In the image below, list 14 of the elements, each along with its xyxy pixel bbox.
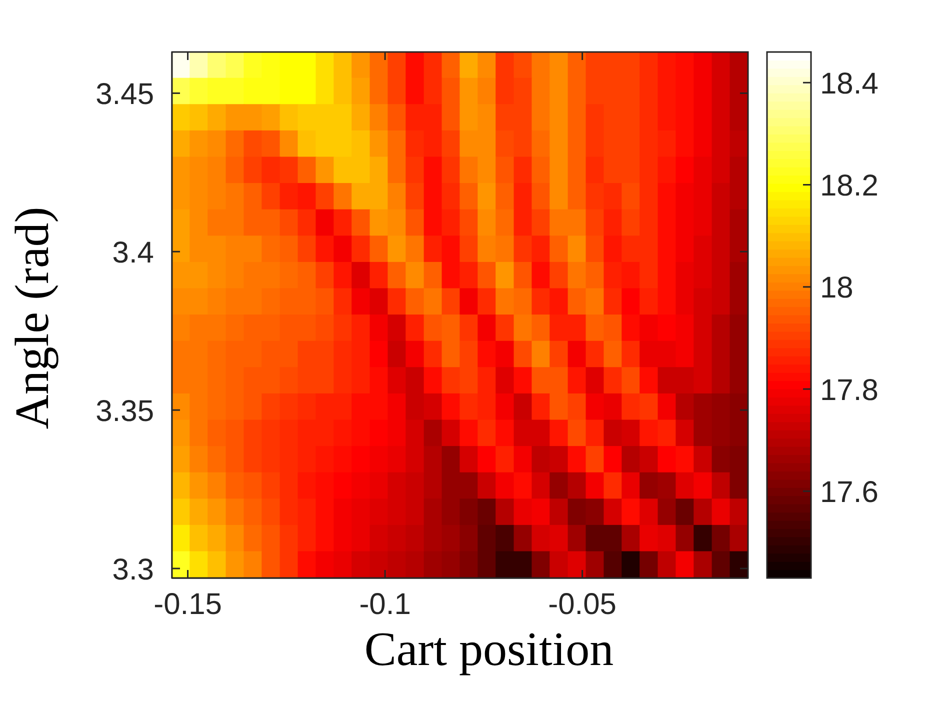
color-bar-label: 17.6	[820, 476, 878, 509]
y-tick-label: 3.3	[112, 553, 154, 586]
color-bar-label: 18	[820, 272, 854, 305]
color-bar-label: 18.4	[820, 67, 878, 100]
x-axis-title: Cart position	[364, 623, 614, 676]
color-bar-label: 17.8	[820, 374, 878, 407]
y-axis-title: Angle (rad)	[6, 206, 59, 430]
y-tick-label: 3.45	[96, 78, 154, 111]
x-tick-label: -0.05	[548, 588, 616, 621]
x-tick-label: -0.15	[154, 588, 222, 621]
color-bar-label: 18.2	[820, 170, 878, 203]
y-tick-label: 3.4	[112, 236, 154, 270]
y-tick-label: 3.35	[96, 394, 154, 428]
x-tick-label: -0.1	[359, 588, 411, 621]
